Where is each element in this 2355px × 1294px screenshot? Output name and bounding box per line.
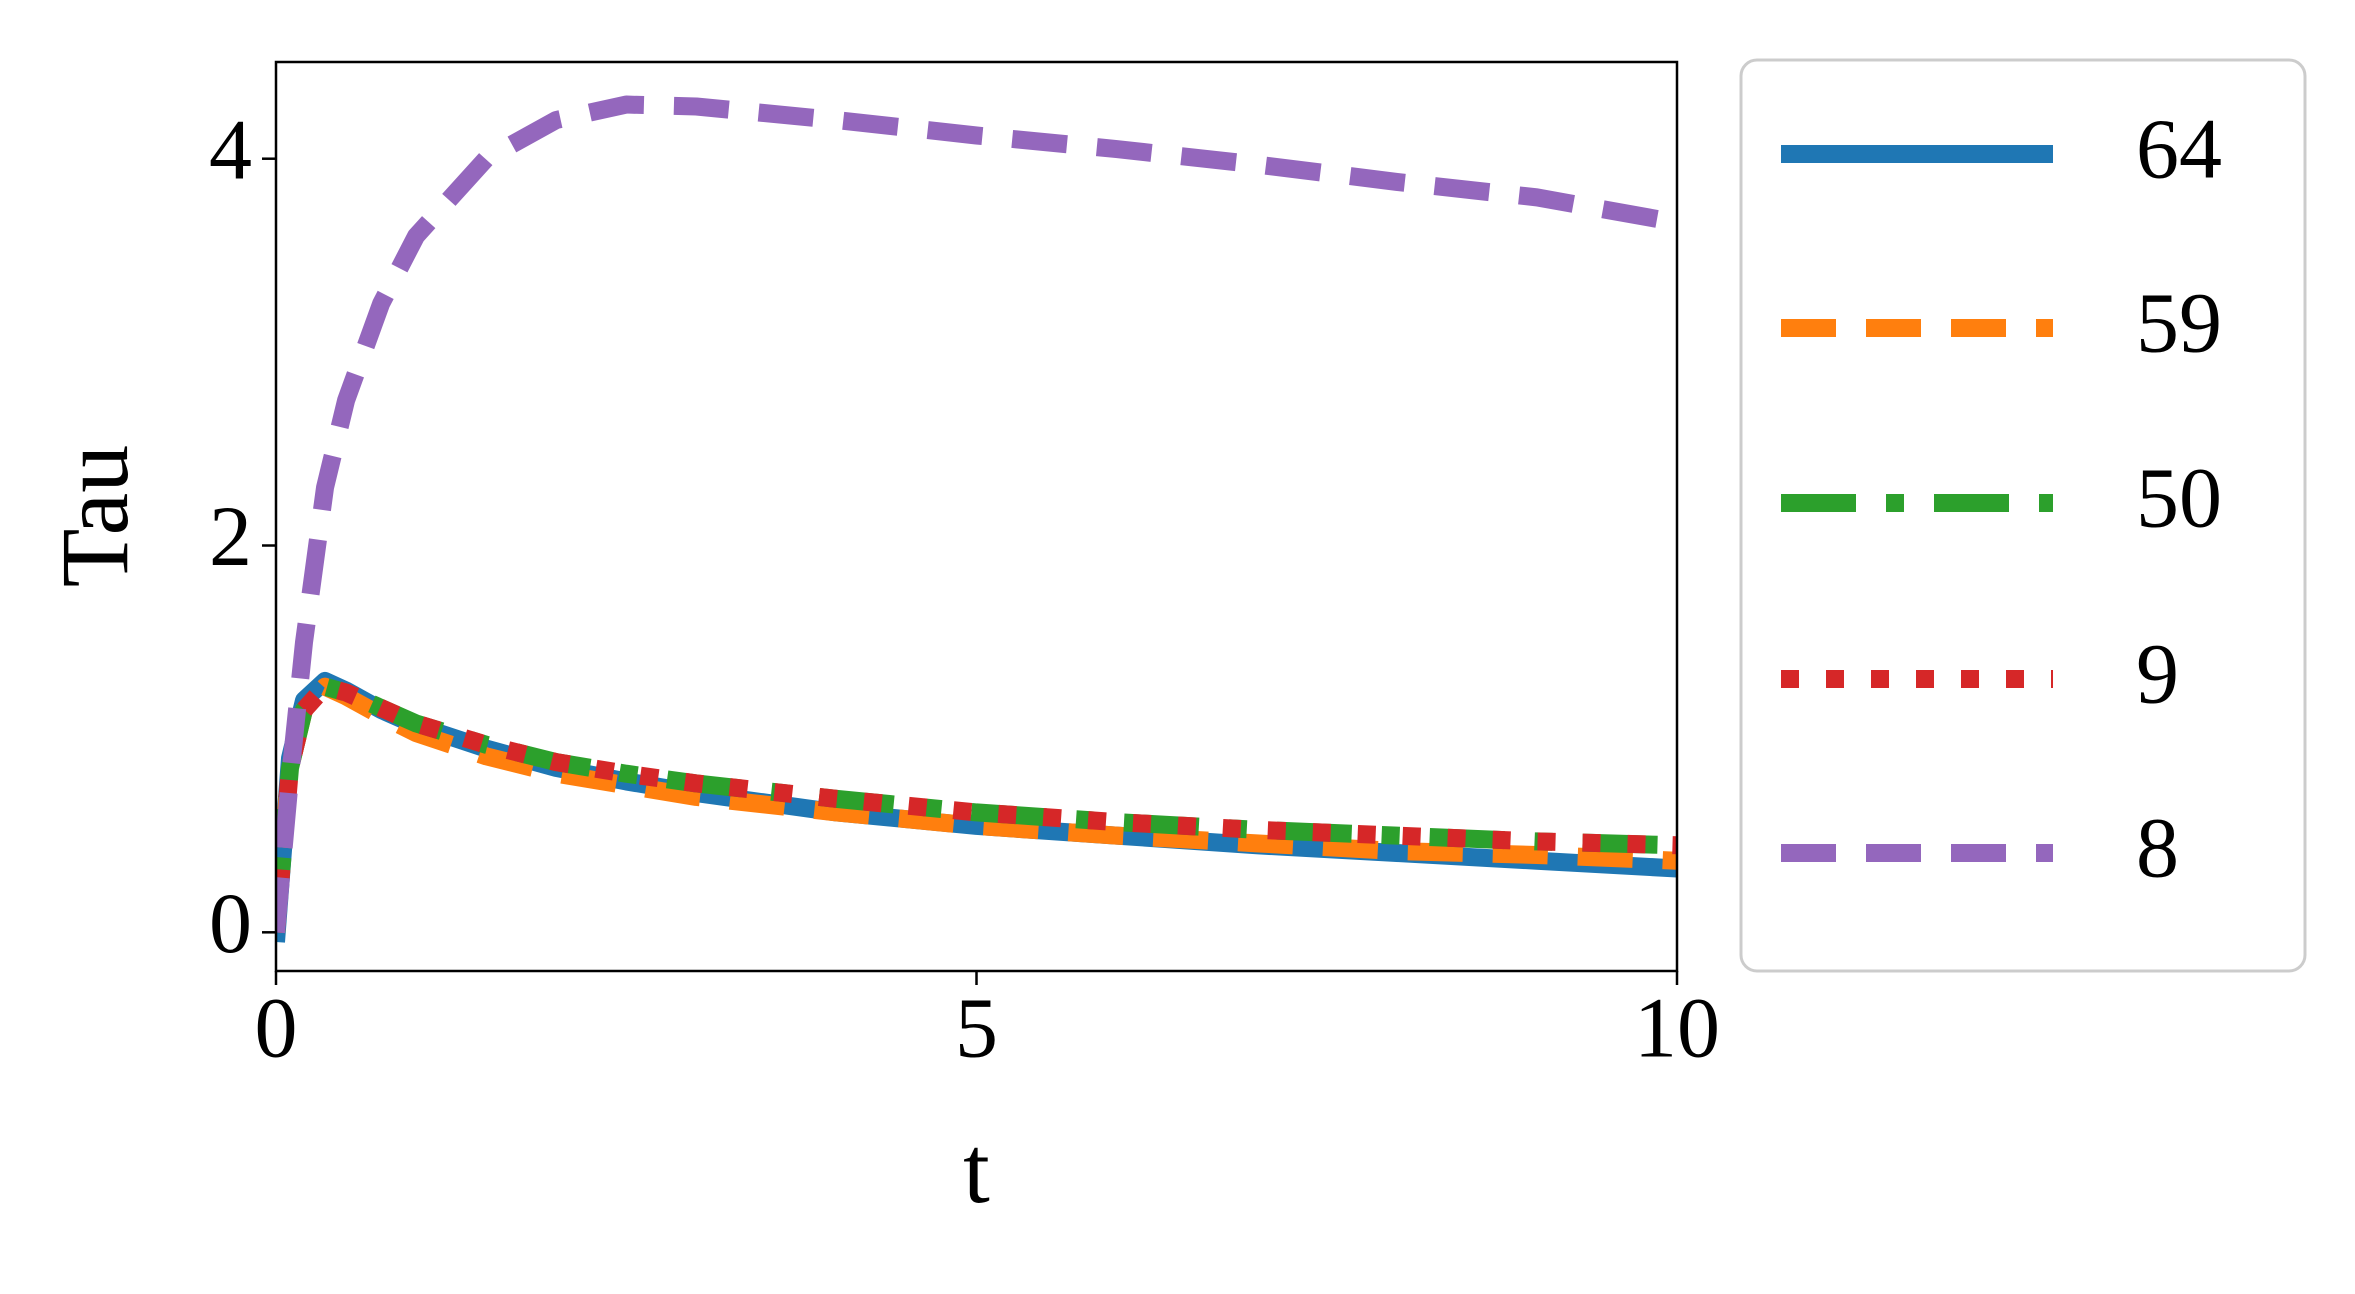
line-series [276, 677, 1677, 934]
line-series [276, 677, 1677, 934]
x-tick-label: 0 [255, 980, 298, 1076]
y-tick-label: 4 [209, 101, 252, 197]
legend-label: 59 [2136, 275, 2222, 371]
x-tick-label: 5 [955, 980, 998, 1076]
x-tick-label: 10 [1634, 980, 1720, 1076]
legend-label: 9 [2136, 626, 2179, 722]
line-series [276, 95, 1677, 934]
legend-label: 8 [2136, 800, 2179, 896]
legend-label: 50 [2136, 450, 2222, 546]
y-tick-label: 0 [209, 875, 252, 971]
x-axis-label: t [963, 1116, 990, 1223]
y-axis-label: Tau [41, 445, 148, 588]
plot-lines [276, 95, 1677, 943]
legend-label: 64 [2136, 101, 2222, 197]
y-tick-label: 2 [209, 488, 252, 584]
legend-box [1739, 58, 2307, 973]
